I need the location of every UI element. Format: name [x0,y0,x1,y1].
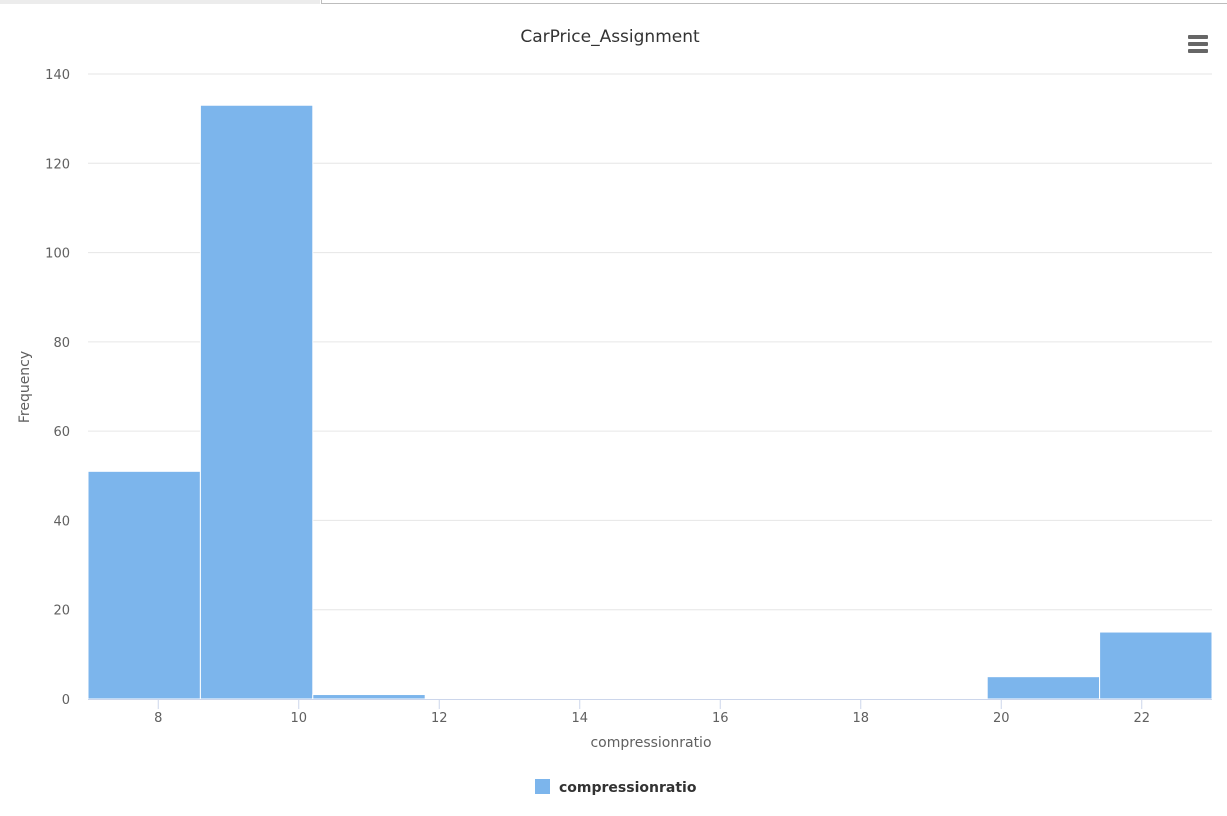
x-tick-label: 8 [154,711,162,726]
chart-title: CarPrice_Assignment [520,27,700,47]
x-tick-label: 20 [993,711,1010,726]
legend[interactable]: compressionratio [535,779,697,796]
x-tick-label: 18 [852,711,869,726]
hamburger-menu-icon [1188,49,1208,53]
legend-swatch [535,779,550,794]
histogram-bar[interactable] [312,694,426,700]
y-tick-label: 40 [53,514,70,529]
x-tick-label: 10 [290,711,307,726]
hamburger-menu-icon [1188,35,1208,39]
x-axis-title: compressionratio [590,735,711,751]
x-tick-label: 16 [712,711,729,726]
y-axis-title: Frequency [17,351,33,423]
x-tick-label: 14 [571,711,588,726]
y-tick-label: 100 [45,247,70,262]
y-tick-label: 120 [45,157,70,172]
x-axis-ticks: 8 10 12 14 16 18 20 22 [154,699,1150,726]
hamburger-menu-icon [1188,42,1208,46]
histogram-bar[interactable] [986,676,1101,700]
y-tick-label: 60 [53,425,70,440]
y-tick-label: 80 [53,336,70,351]
active-tab[interactable] [0,0,320,4]
tab-strip-border [321,0,1227,4]
y-tick-label: 20 [53,604,70,619]
browser-tab-strip [0,0,1227,5]
histogram-bars [87,104,1213,700]
x-tick-label: 22 [1133,711,1150,726]
y-tick-label: 140 [45,68,70,83]
histogram-bar[interactable] [1099,631,1213,700]
x-tick-label: 12 [431,711,448,726]
legend-label[interactable]: compressionratio [559,780,697,796]
chart-context-menu-button[interactable] [1184,31,1212,57]
histogram-bar[interactable] [87,470,201,700]
histogram-bar[interactable] [199,104,314,700]
y-tick-label: 0 [62,693,70,708]
y-axis-ticks: 0 20 40 60 80 100 120 140 [45,68,70,708]
